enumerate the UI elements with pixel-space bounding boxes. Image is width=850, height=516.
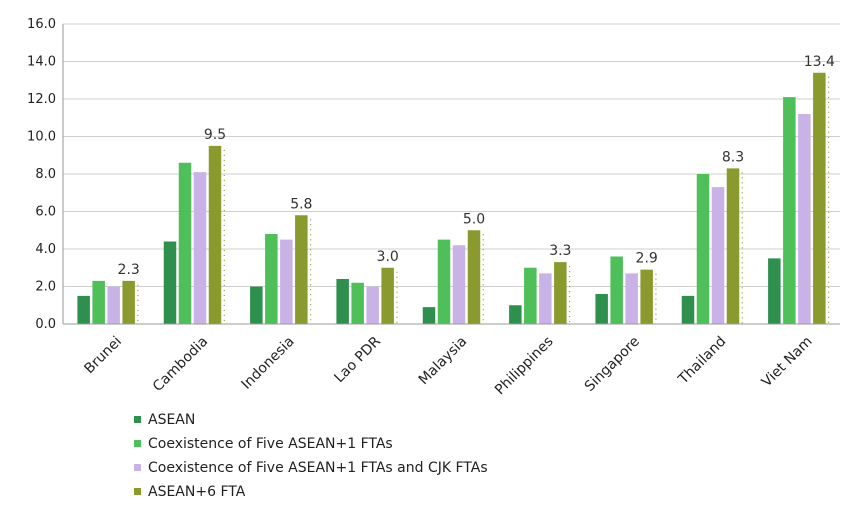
x-tick-label: Malaysia	[416, 334, 471, 389]
bar-philippines-series-3	[539, 273, 552, 324]
y-axis: 0.0 2.0 4.0 6.0 8.0 10.0 12.0 14.0 16.0	[27, 17, 64, 332]
bar-malaysia-series-3	[452, 245, 466, 324]
data-labels: 2.3 9.5 5.8 3.0 5.0 3.3 2.9 8.3 13.4	[118, 54, 835, 278]
y-tick-label: 8.0	[35, 167, 56, 182]
y-tick-label: 10.0	[27, 130, 56, 145]
bar-malaysia-series-4	[467, 230, 481, 324]
bar-thailand-series-2	[696, 174, 710, 324]
y-tick-label: 14.0	[27, 55, 56, 70]
bar-cambodia-series-1	[163, 241, 177, 324]
bar-philippines-series-4	[554, 262, 567, 324]
data-label: 5.0	[463, 211, 485, 227]
data-label: 2.3	[118, 262, 140, 278]
y-tick-label: 0.0	[35, 317, 56, 332]
x-tick-label: Cambodia	[150, 334, 211, 395]
legend-swatch	[134, 464, 141, 471]
bar-thailand-series-1	[681, 295, 695, 324]
data-label: 13.4	[804, 54, 835, 70]
data-label: 2.9	[636, 251, 658, 267]
bar-cambodia-series-3	[193, 172, 207, 324]
gridlines	[63, 23, 840, 287]
data-label: 5.8	[290, 196, 312, 212]
bar-lao-pdr-series-2	[351, 282, 364, 324]
data-label: 8.3	[722, 149, 744, 165]
bar-philippines-series-2	[524, 267, 537, 324]
legend: ASEAN Coexistence of Five ASEAN+1 FTAs Coe…	[134, 412, 488, 500]
x-tick-label: Philippines	[492, 334, 557, 399]
bar-viet-nam-series-1	[768, 258, 781, 324]
legend-label: ASEAN+6 FTA	[148, 484, 246, 500]
legend-swatch	[134, 440, 141, 447]
bar-lao-pdr-series-4	[381, 267, 394, 324]
bar-cambodia-series-4	[208, 145, 222, 324]
x-tick-label: Thailand	[675, 334, 730, 389]
bar-cambodia-series-2	[178, 162, 192, 324]
y-tick-label: 2.0	[35, 280, 56, 295]
bar-malaysia-series-1	[422, 307, 436, 324]
x-tick-label: Singapore	[582, 334, 643, 395]
bar-lao-pdr-series-3	[366, 286, 379, 324]
bar-viet-nam-series-3	[798, 114, 811, 324]
x-axis: Brunei Cambodia Indonesia Lao PDR Malaysia Ph…	[63, 323, 840, 399]
bar-singapore-series-2	[610, 256, 623, 324]
data-label: 3.0	[377, 249, 399, 265]
bar-philippines-series-1	[509, 305, 522, 324]
bar-indonesia-series-3	[280, 239, 293, 324]
y-tick-label: 4.0	[35, 242, 56, 257]
bar-indonesia-series-4	[295, 215, 308, 324]
legend-swatch	[134, 488, 141, 495]
bar-brunei-series-3	[107, 286, 120, 324]
data-label: 3.3	[549, 243, 571, 259]
bar-thailand-series-3	[711, 187, 725, 324]
legend-label: Coexistence of Five ASEAN+1 FTAs	[148, 436, 393, 452]
legend-swatch	[134, 416, 141, 423]
x-tick-label: Lao PDR	[331, 333, 384, 386]
bar-viet-nam-series-2	[783, 97, 796, 324]
bar-brunei-series-4	[122, 280, 135, 324]
bars	[77, 72, 830, 324]
bar-singapore-series-4	[640, 269, 653, 324]
y-tick-label: 6.0	[35, 205, 56, 220]
x-tick-label: Viet Nam	[759, 334, 816, 391]
bar-viet-nam-series-4	[813, 72, 826, 324]
bar-singapore-series-3	[625, 273, 638, 324]
legend-label: ASEAN	[148, 412, 195, 428]
x-tick-label: Brunei	[81, 334, 125, 378]
x-tick-label: Indonesia	[238, 334, 297, 393]
bar-thailand-series-4	[726, 168, 740, 324]
y-tick-label: 16.0	[27, 17, 56, 32]
legend-label: Coexistence of Five ASEAN+1 FTAs and CJK…	[148, 460, 488, 476]
bar-indonesia-series-2	[265, 234, 278, 324]
bar-brunei-series-2	[92, 280, 105, 324]
y-tick-label: 12.0	[27, 92, 56, 107]
bar-brunei-series-1	[77, 295, 90, 324]
bar-singapore-series-1	[595, 294, 608, 324]
bar-indonesia-series-1	[250, 286, 263, 324]
bar-malaysia-series-2	[437, 239, 451, 324]
data-label: 9.5	[204, 127, 226, 143]
bar-lao-pdr-series-1	[336, 279, 349, 324]
